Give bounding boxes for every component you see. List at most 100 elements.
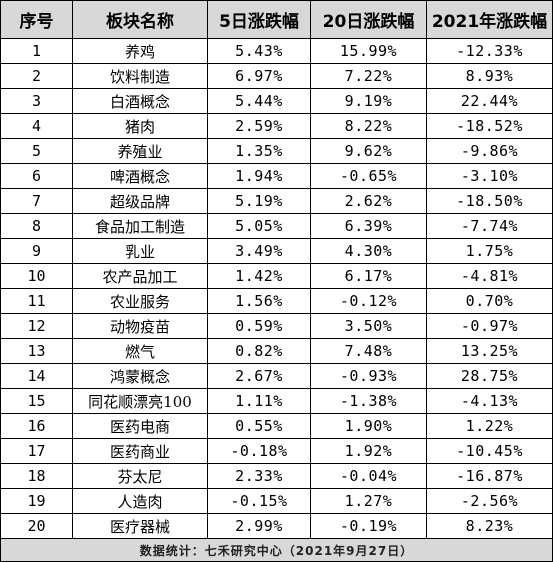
cell-2021-change: -7.74% bbox=[426, 213, 553, 239]
cell-5day-change: 3.49% bbox=[207, 238, 311, 264]
table-row: 5 养殖业 1.35% 9.62% -9.86% bbox=[0, 138, 553, 164]
cell-20day-change: 7.48% bbox=[310, 338, 427, 364]
cell-sector-name: 白酒概念 bbox=[72, 88, 208, 114]
cell-5day-change: 1.35% bbox=[207, 138, 311, 164]
cell-sector-name: 鸿蒙概念 bbox=[72, 363, 208, 389]
table-row: 19 人造肉 -0.15% 1.27% -2.56% bbox=[0, 488, 553, 514]
cell-sector-name: 动物疫苗 bbox=[72, 313, 208, 339]
cell-5day-change: 2.59% bbox=[207, 113, 311, 139]
cell-index: 20 bbox=[0, 513, 73, 539]
cell-20day-change: -0.04% bbox=[310, 463, 427, 489]
table-row: 7 超级品牌 5.19% 2.62% -18.50% bbox=[0, 188, 553, 214]
cell-index: 14 bbox=[0, 363, 73, 389]
cell-20day-change: 9.19% bbox=[310, 88, 427, 114]
cell-20day-change: -0.65% bbox=[310, 163, 427, 189]
cell-20day-change: 1.92% bbox=[310, 438, 427, 464]
cell-5day-change: -0.18% bbox=[207, 438, 311, 464]
cell-index: 13 bbox=[0, 338, 73, 364]
cell-5day-change: 0.55% bbox=[207, 413, 311, 439]
cell-2021-change: -18.52% bbox=[426, 113, 553, 139]
cell-5day-change: 5.19% bbox=[207, 188, 311, 214]
cell-2021-change: 0.70% bbox=[426, 288, 553, 314]
cell-20day-change: 6.39% bbox=[310, 213, 427, 239]
cell-sector-name: 医药电商 bbox=[72, 413, 208, 439]
cell-index: 17 bbox=[0, 438, 73, 464]
cell-sector-name: 医药商业 bbox=[72, 438, 208, 464]
cell-sector-name: 人造肉 bbox=[72, 488, 208, 514]
cell-index: 5 bbox=[0, 138, 73, 164]
table-row: 18 芬太尼 2.33% -0.04% -16.87% bbox=[0, 463, 553, 489]
table-row: 14 鸿蒙概念 2.67% -0.93% 28.75% bbox=[0, 363, 553, 389]
cell-sector-name: 农业服务 bbox=[72, 288, 208, 314]
cell-index: 15 bbox=[0, 388, 73, 414]
table-row: 10 农产品加工 1.42% 6.17% -4.81% bbox=[0, 263, 553, 289]
table-row: 6 啤酒概念 1.94% -0.65% -3.10% bbox=[0, 163, 553, 189]
cell-2021-change: -18.50% bbox=[426, 188, 553, 214]
cell-5day-change: 1.56% bbox=[207, 288, 311, 314]
table-row: 13 燃气 0.82% 7.48% 13.25% bbox=[0, 338, 553, 364]
cell-5day-change: -0.15% bbox=[207, 488, 311, 514]
cell-sector-name: 养鸡 bbox=[72, 38, 208, 64]
cell-index: 10 bbox=[0, 263, 73, 289]
table-row: 2 饮料制造 6.97% 7.22% 8.93% bbox=[0, 63, 553, 89]
cell-20day-change: -0.93% bbox=[310, 363, 427, 389]
header-5day-change: 5日涨跌幅 bbox=[207, 0, 311, 39]
header-20day-change: 20日涨跌幅 bbox=[310, 0, 427, 39]
cell-sector-name: 燃气 bbox=[72, 338, 208, 364]
header-2021-change: 2021年涨跌幅 bbox=[426, 0, 553, 39]
table-row: 8 食品加工制造 5.05% 6.39% -7.74% bbox=[0, 213, 553, 239]
cell-index: 3 bbox=[0, 88, 73, 114]
cell-20day-change: 4.30% bbox=[310, 238, 427, 264]
cell-20day-change: 7.22% bbox=[310, 63, 427, 89]
cell-sector-name: 同花顺漂亮100 bbox=[72, 388, 208, 414]
cell-5day-change: 2.67% bbox=[207, 363, 311, 389]
cell-index: 6 bbox=[0, 163, 73, 189]
cell-2021-change: -0.97% bbox=[426, 313, 553, 339]
table-row: 15 同花顺漂亮100 1.11% -1.38% -4.13% bbox=[0, 388, 553, 414]
cell-20day-change: 2.62% bbox=[310, 188, 427, 214]
cell-2021-change: 8.23% bbox=[426, 513, 553, 539]
cell-index: 16 bbox=[0, 413, 73, 439]
cell-5day-change: 2.33% bbox=[207, 463, 311, 489]
header-index: 序号 bbox=[0, 0, 73, 39]
table-row: 3 白酒概念 5.44% 9.19% 22.44% bbox=[0, 88, 553, 114]
cell-2021-change: 1.75% bbox=[426, 238, 553, 264]
cell-5day-change: 1.11% bbox=[207, 388, 311, 414]
cell-sector-name: 养殖业 bbox=[72, 138, 208, 164]
cell-index: 9 bbox=[0, 238, 73, 264]
cell-20day-change: 1.27% bbox=[310, 488, 427, 514]
cell-sector-name: 医疗器械 bbox=[72, 513, 208, 539]
cell-sector-name: 饮料制造 bbox=[72, 63, 208, 89]
cell-2021-change: 22.44% bbox=[426, 88, 553, 114]
cell-2021-change: -2.56% bbox=[426, 488, 553, 514]
cell-index: 19 bbox=[0, 488, 73, 514]
cell-5day-change: 1.94% bbox=[207, 163, 311, 189]
cell-sector-name: 芬太尼 bbox=[72, 463, 208, 489]
cell-20day-change: 9.62% bbox=[310, 138, 427, 164]
cell-2021-change: -4.81% bbox=[426, 263, 553, 289]
cell-2021-change: -3.10% bbox=[426, 163, 553, 189]
cell-2021-change: 13.25% bbox=[426, 338, 553, 364]
cell-20day-change: 6.17% bbox=[310, 263, 427, 289]
cell-20day-change: -0.12% bbox=[310, 288, 427, 314]
table-row: 1 养鸡 5.43% 15.99% -12.33% bbox=[0, 38, 553, 64]
cell-index: 7 bbox=[0, 188, 73, 214]
cell-index: 4 bbox=[0, 113, 73, 139]
cell-5day-change: 5.05% bbox=[207, 213, 311, 239]
table-row: 4 猪肉 2.59% 8.22% -18.52% bbox=[0, 113, 553, 139]
cell-2021-change: -9.86% bbox=[426, 138, 553, 164]
cell-5day-change: 2.99% bbox=[207, 513, 311, 539]
cell-index: 11 bbox=[0, 288, 73, 314]
cell-sector-name: 农产品加工 bbox=[72, 263, 208, 289]
cell-20day-change: -1.38% bbox=[310, 388, 427, 414]
cell-2021-change: -4.13% bbox=[426, 388, 553, 414]
cell-sector-name: 啤酒概念 bbox=[72, 163, 208, 189]
cell-index: 18 bbox=[0, 463, 73, 489]
table-row: 17 医药商业 -0.18% 1.92% -10.45% bbox=[0, 438, 553, 464]
cell-20day-change: 8.22% bbox=[310, 113, 427, 139]
table-row: 12 动物疫苗 0.59% 3.50% -0.97% bbox=[0, 313, 553, 339]
cell-sector-name: 食品加工制造 bbox=[72, 213, 208, 239]
cell-20day-change: 3.50% bbox=[310, 313, 427, 339]
header-sector-name: 板块名称 bbox=[72, 0, 208, 39]
